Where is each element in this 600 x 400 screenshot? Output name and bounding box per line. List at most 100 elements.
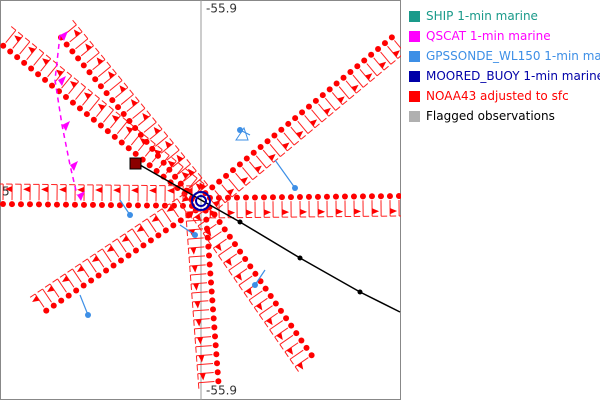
track-dot [213,351,220,358]
legend-label: SHIP 1-min marine [426,9,538,23]
track-dot [233,194,240,201]
wind-flag [336,208,344,215]
wind-flag [111,115,120,122]
wind-barb [243,292,248,298]
track-dot [242,255,249,262]
wind-flag [372,208,380,215]
wind-flag [42,58,50,65]
track-dot [62,201,69,208]
wind-flag [300,209,308,216]
wind-barb [45,54,52,60]
wind-barb [248,290,263,301]
wind-flag [153,126,161,135]
track-dot [231,241,238,248]
track-dot [277,307,284,314]
wind-flag [176,154,184,163]
wind-flag [130,99,138,107]
track-dot [211,324,218,331]
track-dot [206,261,213,268]
wind-barb [197,363,214,366]
wind-barb [44,283,51,288]
wind-barb [238,186,244,192]
wind-barb [269,143,281,157]
legend-item[interactable]: NOAA43 adjusted to sfc [409,88,569,104]
wind-barb [87,88,93,94]
track-dot [90,116,97,123]
wind-barb [183,170,197,182]
track-dot [237,248,244,255]
track-dot [35,71,42,78]
wind-flag [323,107,331,115]
track-dot [242,194,249,201]
legend-item[interactable]: Flagged observations [409,108,555,124]
track-dot [170,222,177,229]
track-dot [0,201,6,208]
wind-barb [252,175,258,181]
flagged-ship [129,157,142,170]
legend-item[interactable]: SHIP 1-min marine [409,8,538,24]
legend-item[interactable]: GPSSONDE_WL150 1-min mar [409,48,600,64]
track-dot [361,57,368,64]
wind-flag [194,301,201,309]
wind-flag [113,187,121,194]
wind-barb [217,204,224,209]
track-dot [250,149,257,156]
track-dot [154,152,161,159]
track-dot [305,103,312,110]
wind-barb [17,31,24,37]
wind-barb [169,138,174,144]
wind-barb [297,120,309,134]
track-dot [44,201,51,208]
wind-barb [258,314,264,321]
wind-barb [89,40,94,47]
track-dot [177,217,184,224]
wind-barb [129,89,134,95]
track-dot [264,138,271,145]
wind-flag [199,182,207,190]
wind-flag [276,332,283,340]
track-dot [260,194,267,201]
legend-item[interactable]: MOORED_BUOY 1-min marine [409,68,600,84]
wind-barb [369,77,376,82]
wind-barb [197,172,203,179]
legend-swatch [409,10,420,22]
track-dot [205,243,212,250]
track-dot [95,272,102,279]
wind-flag [266,317,273,326]
wind-barb [83,33,89,40]
wind-barb [335,106,341,111]
legend-item[interactable]: QSCAT 1-min marine [409,28,551,44]
track-dot [76,105,83,112]
wind-flag [190,247,197,255]
wind-barb [192,166,197,172]
wind-flag [225,258,232,266]
sonde-dot [192,232,198,238]
track-dot [97,122,104,129]
track-dot [214,369,221,376]
wind-barb [192,174,198,179]
sonde-dot [127,212,133,218]
wind-barb [186,177,198,191]
sonde-dot [252,282,258,288]
wind-flag [95,187,103,194]
buoy-ring [191,191,211,211]
wind-barb [104,243,111,248]
wind-barb [75,38,89,50]
wind-flag [181,171,189,179]
wind-flag [85,43,93,51]
wind-flag [255,302,263,311]
wind-barb [134,223,141,228]
track-dot [8,201,15,208]
wind-barb [199,179,205,185]
wind-barb [42,288,52,303]
wind-barb [397,55,401,59]
wind-flag [268,154,276,161]
wind-flag [47,285,55,293]
track-dot [386,193,393,200]
wind-barb [89,253,96,258]
wind-barb [101,248,112,263]
wind-barb [207,240,213,246]
ship-track [139,164,401,313]
track-dot [80,282,87,289]
map-plot: -55.9 -55.9 5 [0,0,401,400]
